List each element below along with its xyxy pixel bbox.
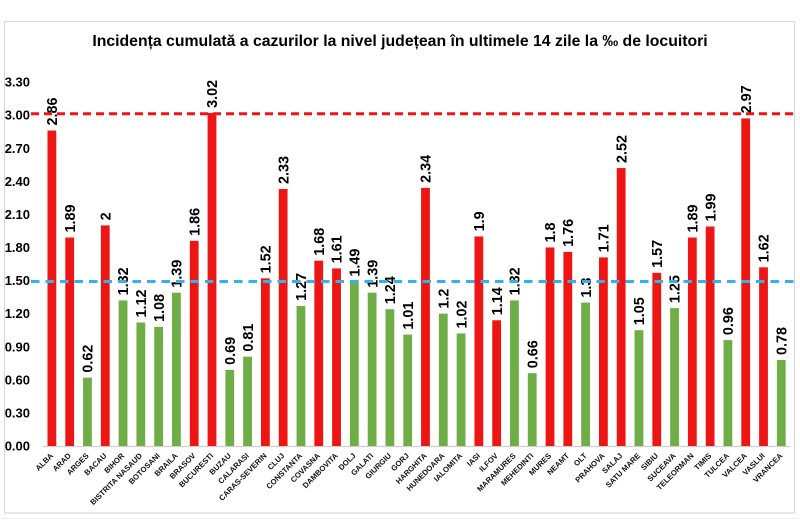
svg-text:1.52: 1.52 [259, 245, 275, 273]
svg-text:1.02: 1.02 [454, 300, 470, 328]
svg-text:1.2: 1.2 [436, 289, 452, 309]
svg-text:3.02: 3.02 [205, 80, 221, 108]
svg-text:0.66: 0.66 [525, 340, 541, 368]
svg-text:1.62: 1.62 [757, 234, 773, 262]
svg-text:1.25: 1.25 [668, 275, 684, 303]
svg-text:2.34: 2.34 [419, 155, 435, 183]
svg-text:1.61: 1.61 [330, 235, 346, 263]
svg-text:1.76: 1.76 [561, 219, 577, 247]
svg-text:0.69: 0.69 [223, 337, 239, 365]
svg-text:2: 2 [98, 212, 114, 220]
svg-text:0.00: 0.00 [5, 439, 30, 454]
svg-text:1.39: 1.39 [170, 260, 186, 288]
svg-text:2.70: 2.70 [5, 141, 30, 156]
svg-text:1.20: 1.20 [5, 306, 30, 321]
svg-text:1.49: 1.49 [348, 249, 364, 277]
svg-text:3.00: 3.00 [5, 108, 30, 123]
svg-text:1.12: 1.12 [134, 289, 150, 317]
svg-text:0.96: 0.96 [721, 307, 737, 335]
svg-text:2.52: 2.52 [614, 135, 630, 163]
svg-text:2.33: 2.33 [276, 156, 292, 184]
svg-text:1.01: 1.01 [401, 302, 417, 330]
svg-text:0.60: 0.60 [5, 372, 30, 387]
svg-text:1.39: 1.39 [365, 260, 381, 288]
svg-text:1.71: 1.71 [597, 224, 613, 252]
svg-text:Incidența cumulată a cazurilor: Incidența cumulată a cazurilor la nivel … [92, 33, 707, 50]
svg-text:3.30: 3.30 [5, 75, 30, 90]
svg-text:1.50: 1.50 [5, 273, 30, 288]
svg-text:2.97: 2.97 [739, 85, 755, 113]
svg-text:0.81: 0.81 [241, 324, 257, 352]
svg-text:1.08: 1.08 [152, 294, 168, 322]
svg-text:0.62: 0.62 [81, 345, 97, 373]
svg-text:1.89: 1.89 [686, 205, 702, 233]
svg-text:2.40: 2.40 [5, 174, 30, 189]
svg-text:1.24: 1.24 [383, 276, 399, 304]
svg-text:0.78: 0.78 [774, 327, 790, 355]
svg-text:2.86: 2.86 [45, 98, 61, 126]
svg-text:1.57: 1.57 [650, 240, 666, 268]
svg-text:1.8: 1.8 [543, 222, 559, 242]
svg-text:0.90: 0.90 [5, 339, 30, 354]
svg-text:1.05: 1.05 [632, 297, 648, 325]
svg-text:1.27: 1.27 [294, 273, 310, 301]
svg-text:1.68: 1.68 [312, 228, 328, 256]
svg-text:1.9: 1.9 [472, 211, 488, 231]
svg-text:0.30: 0.30 [5, 406, 30, 421]
svg-text:1.99: 1.99 [703, 193, 719, 221]
svg-text:2.10: 2.10 [5, 207, 30, 222]
svg-text:1.89: 1.89 [63, 205, 79, 233]
svg-text:1.86: 1.86 [187, 208, 203, 236]
svg-text:1.80: 1.80 [5, 240, 30, 255]
svg-text:1.14: 1.14 [490, 287, 506, 315]
